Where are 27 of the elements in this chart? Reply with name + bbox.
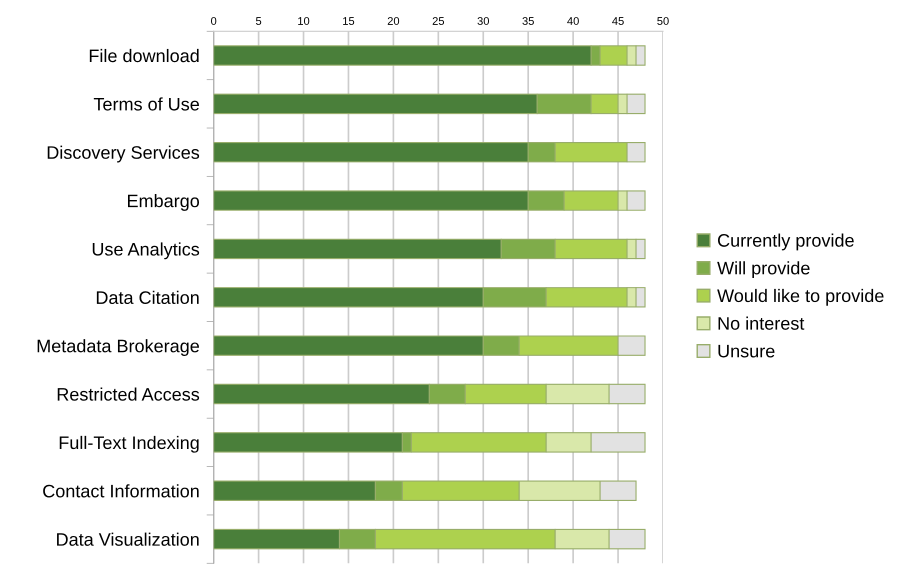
x-tick-label: 50 [657, 17, 669, 25]
x-tick-label: 30 [478, 17, 490, 25]
y-tick-label: Full-Text Indexing [60, 436, 199, 453]
x-tick-label: 15 [343, 17, 354, 25]
x-tick-label: 35 [522, 17, 534, 25]
y-tick-label: Use Analytics [92, 242, 200, 260]
x-tick-label: 5 [256, 17, 262, 25]
y-tick-label: Embargo [128, 194, 200, 211]
legend-label: Currently provide [718, 234, 854, 250]
x-tick-label: 40 [567, 17, 579, 25]
y-tick-label: Discovery Services [48, 146, 200, 162]
y-tick-label: Metadata Brokerage [38, 339, 199, 356]
legend-label: Unsure [718, 344, 774, 358]
legend-label: Will provide [717, 261, 810, 278]
legend-label: No interest [718, 316, 804, 330]
y-tick-label: Contact Information [43, 484, 199, 498]
x-tick-label: 0 [211, 17, 216, 25]
x-tick-label: 20 [388, 17, 400, 25]
x-tick-label: 10 [298, 17, 310, 25]
y-tick-label: Restricted Access [58, 387, 200, 401]
y-tick-label: Data Visualization [57, 532, 199, 546]
x-tick-label: 45 [612, 17, 624, 25]
y-tick-label: Terms of Use [94, 97, 199, 111]
legend-label: Would like to provide [717, 288, 884, 306]
y-tick-label: Data Citation [96, 290, 199, 304]
y-tick-label: File download [90, 48, 199, 62]
x-tick-label: 25 [432, 17, 444, 25]
